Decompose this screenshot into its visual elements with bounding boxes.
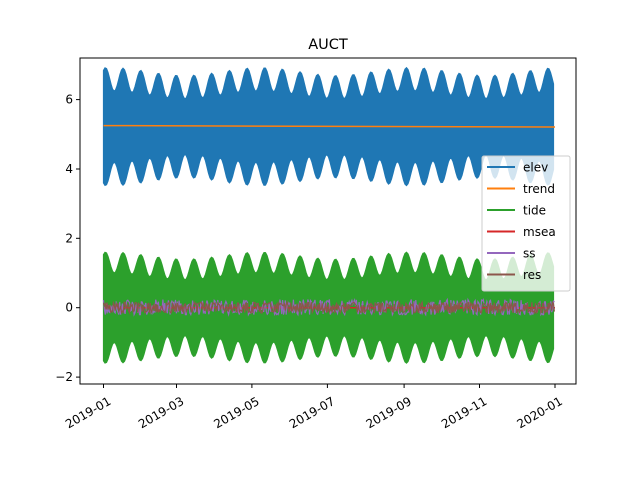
y-tick-label: 2 bbox=[65, 231, 73, 245]
legend-label: tide bbox=[523, 204, 546, 218]
legend-item-msea: msea bbox=[487, 225, 556, 239]
y-tick-label: 6 bbox=[65, 93, 73, 107]
series-res bbox=[102, 300, 555, 315]
legend: elev trend tide msea ss res bbox=[481, 155, 571, 292]
legend-item-trend: trend bbox=[487, 182, 555, 196]
legend-item-res: res bbox=[487, 268, 541, 282]
legend-label: msea bbox=[523, 225, 556, 239]
series-trend bbox=[103, 124, 556, 128]
legend-item-elev: elev bbox=[487, 161, 548, 175]
y-tick-label: 4 bbox=[65, 162, 73, 176]
y-tick-label: −2 bbox=[55, 370, 73, 384]
plot-frame bbox=[79, 57, 577, 385]
legend-label: res bbox=[523, 268, 541, 282]
legend-label: ss bbox=[523, 247, 536, 261]
legend-item-ss: ss bbox=[487, 247, 536, 261]
series-res-line bbox=[102, 300, 555, 315]
legend-item-tide: tide bbox=[487, 204, 546, 218]
series-trend-line bbox=[103, 124, 556, 128]
legend-label: elev bbox=[523, 161, 548, 175]
chart-title: AUCT bbox=[308, 37, 348, 53]
legend-label: trend bbox=[523, 182, 555, 196]
y-tick-label: 0 bbox=[65, 301, 73, 315]
legend-box bbox=[481, 155, 571, 292]
